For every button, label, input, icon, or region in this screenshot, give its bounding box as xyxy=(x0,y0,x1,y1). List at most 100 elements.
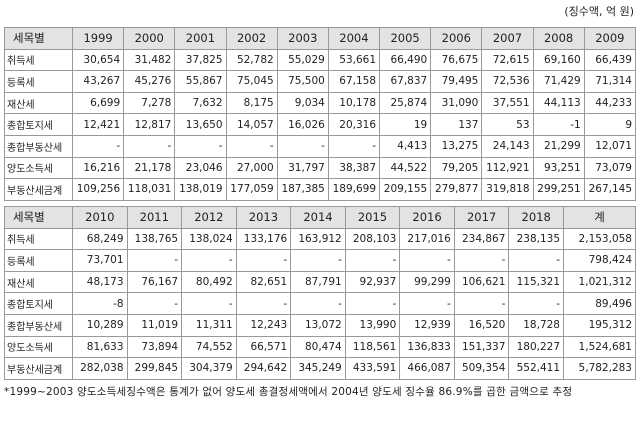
cell: 43,267 xyxy=(71,70,125,93)
cell: 24,143 xyxy=(481,134,534,158)
cell: 345,249 xyxy=(290,357,346,380)
cell: 53,661 xyxy=(327,48,381,72)
cell: 13,072 xyxy=(290,313,346,337)
header-cell: 2000 xyxy=(123,27,176,50)
cell: 11,019 xyxy=(126,313,183,337)
cell: - xyxy=(174,134,227,158)
cell: 14,057 xyxy=(225,113,278,136)
cell: 4,413 xyxy=(379,134,432,158)
cell: 11,311 xyxy=(181,313,237,337)
header-row: 세목별 2010 2011 2012 2013 2014 2015 2016 2017 2018 계 xyxy=(4,206,636,229)
cell: - xyxy=(508,292,564,315)
cell: 44,113 xyxy=(532,91,585,115)
cell: 55,867 xyxy=(174,70,227,93)
table-row: 재산세 48,173 76,167 80,492 82,651 87,791 92,937 9… xyxy=(4,270,636,294)
cell: 79,205 xyxy=(430,156,483,180)
cell: 552,411 xyxy=(508,357,564,380)
cell: 75,500 xyxy=(276,70,329,93)
header-cell: 2010 xyxy=(72,206,128,229)
cell: 12,243 xyxy=(235,313,292,337)
cell: 44,522 xyxy=(379,156,432,180)
cell: 180,227 xyxy=(508,335,564,359)
cell: 112,921 xyxy=(481,156,534,180)
cell: 31,090 xyxy=(430,91,483,115)
cell: 81,633 xyxy=(72,335,128,359)
cell: - xyxy=(123,134,176,158)
cell: 74,552 xyxy=(181,335,237,359)
cell: 21,299 xyxy=(532,134,585,158)
cell: 23,046 xyxy=(174,156,227,180)
header-row: 세목별 1999 2000 2001 2002 2003 2004 2005 2006 2007 2… xyxy=(4,27,637,50)
cell: - xyxy=(508,249,564,272)
cell: 44,233 xyxy=(583,91,637,115)
cell: 13,990 xyxy=(344,313,401,337)
header-cell: 2014 xyxy=(290,206,346,229)
header-cell: 세목별 xyxy=(4,27,73,50)
table-row: 종합부동산세 10,289 11,019 11,311 12,243 13,072 13,9… xyxy=(4,313,636,337)
cell: - xyxy=(453,249,510,272)
header-cell: 2005 xyxy=(379,27,432,50)
header-cell: 2007 xyxy=(481,27,534,50)
cell: 73,894 xyxy=(126,335,183,359)
cell: 80,492 xyxy=(181,270,237,294)
cell: 12,071 xyxy=(583,134,637,158)
cell: 37,551 xyxy=(481,91,534,115)
table-row: 취득세 30,654 31,482 37,825 52,782 55,029 53,661 6… xyxy=(4,48,637,72)
cell: 73,079 xyxy=(583,156,637,180)
cell: 9 xyxy=(583,113,637,136)
cell: 16,216 xyxy=(71,156,125,180)
cell: 68,249 xyxy=(72,227,128,251)
cell: 1,524,681 xyxy=(563,335,636,359)
cell: - xyxy=(399,292,455,315)
cell: 99,299 xyxy=(399,270,455,294)
cell: 238,135 xyxy=(508,227,564,251)
row-label: 등록세 xyxy=(4,70,73,93)
cell: 10,289 xyxy=(72,313,128,337)
tax-table-1: 세목별 1999 2000 2001 2002 2003 2004 2005 2006 2007 2… xyxy=(4,27,637,201)
row-label: 부동산세금계 xyxy=(4,357,73,380)
header-cell: 2013 xyxy=(235,206,292,229)
row-label: 양도소득세 xyxy=(4,335,73,359)
cell: - xyxy=(344,249,401,272)
cell: 12,817 xyxy=(123,113,176,136)
cell: -8 xyxy=(72,292,128,315)
header-cell: 2016 xyxy=(399,206,455,229)
header-cell: 2018 xyxy=(508,206,564,229)
cell: - xyxy=(290,249,346,272)
cell: 66,571 xyxy=(235,335,292,359)
cell: 73,701 xyxy=(72,249,128,272)
cell: 72,615 xyxy=(481,48,534,72)
cell: 12,939 xyxy=(399,313,455,337)
cell: 294,642 xyxy=(235,357,292,380)
row-label: 종합부동산세 xyxy=(4,313,73,337)
cell: 138,765 xyxy=(126,227,183,251)
header-cell: 세목별 xyxy=(4,206,73,229)
header-cell: 2012 xyxy=(181,206,237,229)
cell: 118,031 xyxy=(123,178,176,201)
header-cell: 2015 xyxy=(344,206,401,229)
header-cell: 2009 xyxy=(583,27,637,50)
cell: - xyxy=(344,292,401,315)
table-row: 재산세 6,699 7,278 7,632 8,175 9,034 10,178 25,874… xyxy=(4,91,637,115)
cell: 304,379 xyxy=(181,357,237,380)
cell: 299,251 xyxy=(532,178,585,201)
cell: 71,429 xyxy=(532,70,585,93)
cell: 18,728 xyxy=(508,313,564,337)
cell: - xyxy=(235,292,292,315)
row-label: 재산세 xyxy=(4,91,73,115)
header-cell: 2002 xyxy=(225,27,278,50)
cell: 9,034 xyxy=(276,91,329,115)
cell: 5,782,283 xyxy=(563,357,636,380)
cell: 234,867 xyxy=(453,227,510,251)
footnote: *1999~2003 양도소득세징수액은 통계가 없어 양도세 총결정세액에서 … xyxy=(4,386,573,398)
cell: 2,153,058 xyxy=(563,227,636,251)
cell: 48,173 xyxy=(72,270,128,294)
cell: 798,424 xyxy=(563,249,636,272)
cell: 138,024 xyxy=(181,227,237,251)
cell: 163,912 xyxy=(290,227,346,251)
row-label: 등록세 xyxy=(4,249,73,272)
table-row: 취득세 68,249 138,765 138,024 133,176 163,912 208… xyxy=(4,227,636,251)
cell: 27,000 xyxy=(225,156,278,180)
header-cell: 계 xyxy=(563,206,636,229)
